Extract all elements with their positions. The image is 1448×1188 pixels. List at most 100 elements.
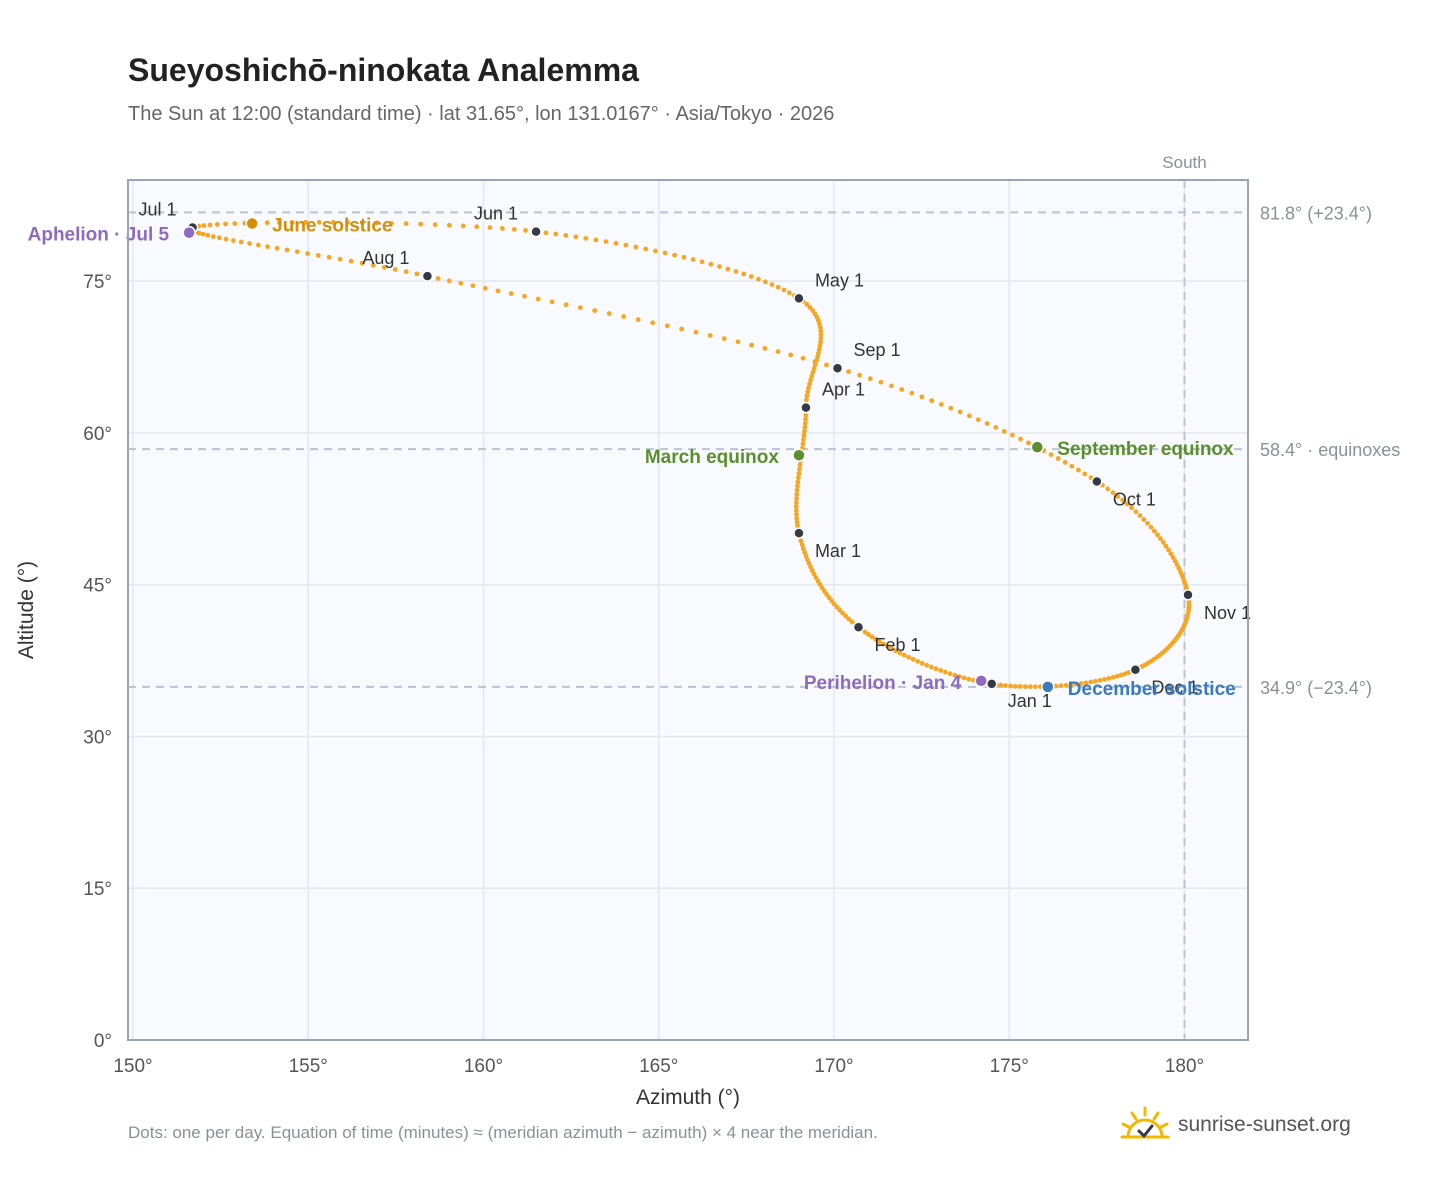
day-dot: [284, 247, 290, 253]
day-dot: [915, 658, 921, 664]
x-tick-label: 175°: [990, 1056, 1029, 1077]
day-dot: [535, 296, 541, 302]
day-dot: [801, 433, 807, 438]
month-marker: [831, 362, 844, 374]
day-dot: [919, 660, 925, 666]
brand[interactable]: sunrise-sunset.org: [1120, 1103, 1351, 1147]
day-dot: [873, 636, 879, 642]
day-dot: [818, 328, 824, 334]
day-dot: [623, 242, 629, 248]
y-tick-label: 30°: [83, 727, 112, 748]
day-dot: [1110, 490, 1116, 496]
day-dot: [815, 354, 820, 360]
day-dot: [741, 271, 747, 277]
day-dot: [1082, 471, 1088, 477]
day-dot: [948, 405, 954, 411]
day-dot: [1137, 513, 1143, 518]
day-dot: [1026, 440, 1031, 446]
y-tick-label: 45°: [83, 576, 112, 597]
event-label: March equinox: [645, 447, 780, 468]
month-marker: [793, 292, 805, 305]
day-dot: [1120, 497, 1126, 503]
reference-lines: South 81.8° (+23.4°) 58.4° · equinoxes 34.9…: [128, 153, 1400, 1040]
day-dot: [201, 223, 207, 228]
day-dot: [869, 634, 875, 640]
day-dot: [794, 515, 800, 521]
day-dot: [1063, 682, 1069, 688]
day-dot: [374, 220, 380, 226]
day-dot: [522, 293, 527, 299]
day-dot: [938, 668, 944, 673]
day-dot: [1097, 677, 1103, 683]
day-dot: [817, 343, 823, 349]
day-dot: [1158, 536, 1163, 542]
day-dot: [1133, 509, 1139, 515]
day-dot: [1073, 681, 1079, 687]
day-dot: [1172, 558, 1178, 564]
labels: Jan 1 Feb 1 Mar 1 Apr 1 May 1 Jun 1 Jul 1 Aug 1…: [28, 200, 1251, 711]
day-dot: [1093, 678, 1098, 684]
day-dot: [889, 383, 894, 389]
day-dot: [811, 571, 817, 577]
day-dot: [196, 230, 202, 236]
day-dot: [919, 394, 925, 400]
day-dot: [210, 234, 216, 239]
day-dot: [1105, 486, 1111, 492]
day-dot: [794, 496, 799, 501]
day-dot: [613, 240, 619, 246]
day-dot: [878, 379, 884, 385]
day-dot: [432, 222, 438, 228]
day-dot: [802, 428, 807, 434]
day-dot: [862, 629, 868, 635]
day-dot: [806, 560, 812, 566]
day-dot: [984, 421, 990, 426]
day-dot: [910, 656, 916, 662]
day-dot: [264, 220, 270, 226]
day-dot: [807, 305, 813, 310]
day-dot: [337, 256, 343, 262]
day-dot: [762, 345, 768, 351]
x-tick-label: 170°: [814, 1056, 853, 1077]
day-dot: [1078, 681, 1084, 686]
day-dot: [1122, 671, 1128, 677]
day-dot: [812, 359, 818, 364]
month-marker: [530, 225, 542, 238]
day-dot: [811, 366, 817, 371]
month-label: Aug 1: [362, 248, 409, 268]
day-dot: [938, 401, 944, 407]
day-dot: [802, 424, 808, 430]
day-dot: [1027, 684, 1033, 690]
day-dot: [866, 632, 871, 637]
day-dot: [818, 339, 823, 345]
day-dot: [805, 557, 810, 563]
day-dot: [1003, 683, 1009, 688]
day-dot: [543, 230, 549, 236]
brand-name[interactable]: sunrise-sunset.org: [1178, 1113, 1351, 1136]
day-dot: [1017, 684, 1023, 689]
day-dot: [797, 466, 802, 472]
day-dot: [418, 221, 424, 227]
day-dot: [232, 221, 238, 226]
month-label: Nov 1: [1204, 603, 1251, 623]
month-marker: [1091, 475, 1103, 488]
day-dot: [315, 252, 321, 258]
day-dot: [1124, 501, 1130, 507]
day-dot: [205, 232, 211, 238]
day-dot: [563, 233, 569, 238]
day-dot: [909, 390, 915, 396]
day-dot: [482, 285, 488, 291]
day-dot: [957, 674, 962, 679]
day-dot: [818, 332, 824, 338]
day-dot: [508, 291, 514, 296]
x-axis-label: Azimuth (°): [636, 1086, 740, 1109]
day-dot: [216, 235, 222, 241]
day-dot: [650, 320, 656, 326]
day-dot: [392, 267, 398, 272]
day-dot: [1160, 540, 1166, 545]
day-dot: [947, 671, 953, 677]
day-dot: [690, 257, 696, 262]
month-label: Jul 1: [139, 200, 177, 220]
day-dot: [846, 616, 852, 622]
day-dot: [214, 222, 220, 227]
day-dot: [735, 339, 741, 345]
